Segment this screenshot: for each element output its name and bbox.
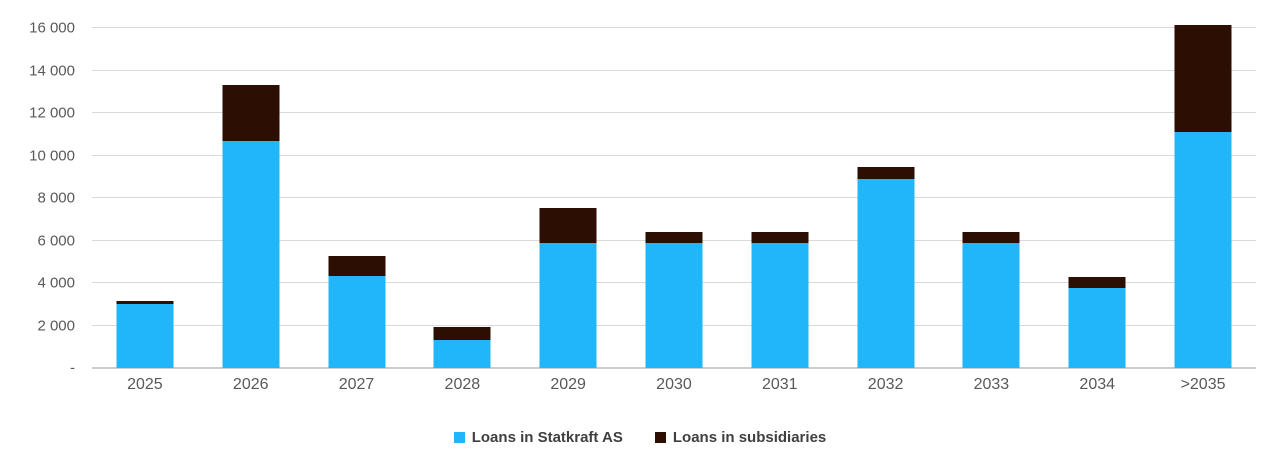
legend-swatch-statkraft-icon bbox=[453, 432, 465, 443]
stacked-bar-2025 bbox=[116, 300, 174, 368]
bar-segment bbox=[539, 242, 597, 368]
stacked-bar-2033 bbox=[962, 231, 1020, 368]
x-axis-tick-label: 2031 bbox=[761, 376, 798, 393]
bar-slot-2030 bbox=[621, 28, 727, 368]
bar-slot-2031 bbox=[727, 28, 833, 368]
y-axis-tick-label: 2 000 bbox=[37, 317, 75, 334]
bar-slot->2035 bbox=[1150, 24, 1256, 368]
bar-segment bbox=[222, 141, 280, 368]
bar-slot-2034 bbox=[1044, 28, 1150, 368]
legend-item-statkraft: Loans in Statkraft AS bbox=[453, 429, 623, 446]
stacked-bar->2035 bbox=[1174, 24, 1232, 368]
y-axis-tick-label: 6 000 bbox=[37, 232, 75, 249]
legend-swatch-subsidiaries-icon bbox=[654, 432, 666, 443]
bar-segment bbox=[962, 242, 1020, 368]
y-axis-tick-label: 8 000 bbox=[37, 189, 75, 207]
bar-segment bbox=[116, 300, 174, 305]
stacked-bar-2034 bbox=[1068, 277, 1126, 368]
bar-slot-2025 bbox=[92, 28, 198, 368]
legend-item-subsidiaries: Loans in subsidiaries bbox=[654, 429, 827, 446]
x-axis-tick-label: 2027 bbox=[338, 376, 375, 393]
stacked-bar-2030 bbox=[645, 231, 703, 368]
stacked-bar-2026 bbox=[222, 84, 280, 368]
bar-segment bbox=[751, 242, 809, 368]
x-axis-tick-label: 2030 bbox=[656, 376, 692, 393]
bar-segment bbox=[328, 255, 386, 277]
y-axis-tick-label: 10 000 bbox=[29, 147, 75, 164]
bar-segment bbox=[1068, 288, 1126, 368]
bar-slot-2029 bbox=[515, 28, 621, 368]
bar-slot-2032 bbox=[833, 28, 939, 368]
gridline bbox=[92, 27, 1256, 28]
chart-legend: Loans in Statkraft AS Loans in subsidiar… bbox=[0, 429, 1280, 446]
x-axis-tick-label: 2029 bbox=[550, 376, 586, 393]
bar-segment bbox=[433, 327, 491, 340]
stacked-bar-2031 bbox=[751, 231, 809, 368]
y-axis-tick-label: 4 000 bbox=[37, 274, 75, 292]
bar-segment bbox=[857, 167, 915, 180]
stacked-bar-2032 bbox=[857, 167, 915, 368]
bar-segment bbox=[222, 84, 280, 142]
x-axis-tick-label: 2028 bbox=[444, 376, 481, 393]
bar-segment bbox=[751, 231, 809, 243]
bar-segment bbox=[645, 231, 703, 243]
x-axis-tick-labels: 2025 2026 2027 2028 2029 2030 2031 2032 2033 2034… bbox=[92, 376, 1256, 394]
x-axis-tick-label: 2032 bbox=[867, 376, 904, 393]
bar-segment bbox=[1174, 24, 1232, 133]
stacked-bar-2028 bbox=[433, 327, 491, 368]
y-axis-tick-label: 14 000 bbox=[29, 62, 75, 79]
bar-segment bbox=[962, 231, 1020, 243]
x-axis-tick-label: 2025 bbox=[127, 376, 163, 393]
stacked-bar-2029 bbox=[539, 208, 597, 368]
bar-series-container bbox=[92, 24, 1256, 368]
x-axis-tick-label: >2035 bbox=[1180, 376, 1226, 393]
bar-slot-2033 bbox=[939, 28, 1045, 368]
x-axis-tick-label: 2026 bbox=[232, 376, 269, 393]
bar-segment bbox=[433, 339, 491, 368]
gridline bbox=[92, 154, 1256, 156]
bar-segment bbox=[539, 208, 597, 243]
y-axis-tick-label: - bbox=[70, 359, 75, 377]
legend-label-statkraft: Loans in Statkraft AS bbox=[471, 429, 623, 446]
bar-slot-2026 bbox=[198, 28, 304, 368]
bar-segment bbox=[645, 242, 703, 368]
bar-slot-2027 bbox=[304, 28, 410, 368]
gridline bbox=[92, 69, 1256, 71]
bar-segment bbox=[857, 179, 915, 368]
gridline bbox=[92, 197, 1256, 198]
y-axis-tick-labels: - 2 000 4 000 6 000 8 000 10 000 12 000 14 000 1… bbox=[0, 20, 78, 377]
plot-area bbox=[92, 24, 1256, 369]
stacked-bar-2027 bbox=[328, 255, 386, 368]
bar-segment bbox=[328, 276, 386, 368]
y-axis-tick-label: 16 000 bbox=[29, 19, 75, 37]
x-axis-line bbox=[92, 367, 1256, 369]
bar-segment bbox=[116, 304, 174, 368]
gridline bbox=[92, 112, 1256, 113]
y-axis-tick-label: 12 000 bbox=[29, 104, 75, 122]
x-axis-tick-label: 2034 bbox=[1079, 376, 1116, 393]
legend-label-subsidiaries: Loans in subsidiaries bbox=[672, 429, 827, 446]
bar-segment bbox=[1174, 132, 1232, 368]
x-axis-tick-label: 2033 bbox=[973, 376, 1010, 393]
bar-slot-2028 bbox=[409, 28, 515, 368]
bar-segment bbox=[1068, 277, 1126, 289]
